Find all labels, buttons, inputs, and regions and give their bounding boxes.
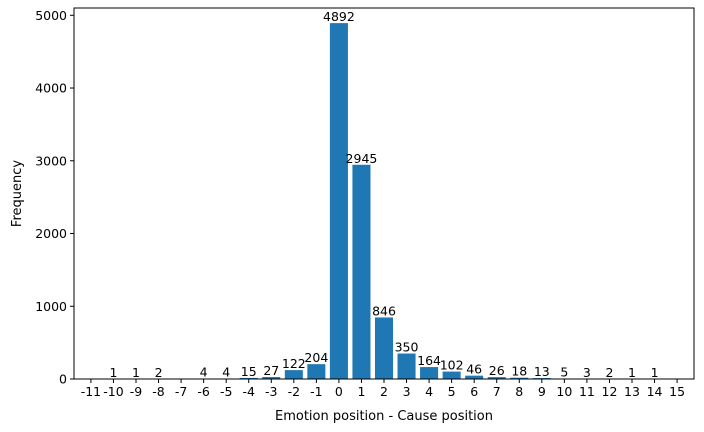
x-tick-label--1: -1 <box>310 384 322 399</box>
bar-8 <box>510 377 529 379</box>
bar-7 <box>487 377 506 379</box>
value-label-12: 2 <box>605 365 613 380</box>
bar-0 <box>329 23 348 379</box>
x-tick-label-5: 5 <box>448 384 456 399</box>
value-label--6: 4 <box>200 365 208 380</box>
value-label--8: 2 <box>155 365 163 380</box>
y-axis-ticks: 0 1000 2000 3000 4000 5000 <box>35 8 74 387</box>
x-tick-label-11: 11 <box>579 384 595 399</box>
value-label-13: 1 <box>628 365 636 380</box>
value-label-3: 350 <box>395 340 419 355</box>
y-tick-label-4000: 4000 <box>35 81 67 96</box>
bar--3 <box>262 377 281 379</box>
value-label--10: 1 <box>109 365 117 380</box>
bar-1 <box>352 164 371 379</box>
bar-2 <box>374 317 394 379</box>
value-label-9: 13 <box>534 364 550 379</box>
x-tick-label--9: -9 <box>130 384 143 399</box>
value-label-11: 3 <box>583 365 591 380</box>
value-label-6: 46 <box>466 362 482 377</box>
x-tick-label-13: 13 <box>624 384 640 399</box>
bar--1 <box>307 364 326 379</box>
y-tick-label-1000: 1000 <box>35 299 67 314</box>
x-tick-label--8: -8 <box>152 384 165 399</box>
bar-4 <box>420 367 439 379</box>
x-tick-label--6: -6 <box>197 384 210 399</box>
value-label-2: 846 <box>372 303 396 318</box>
value-label-8: 18 <box>511 364 527 379</box>
x-tick-label--11: -11 <box>81 384 101 399</box>
y-tick-label-0: 0 <box>59 372 67 387</box>
value-label--4: 15 <box>241 364 257 379</box>
value-label-14: 1 <box>651 365 659 380</box>
x-tick-label-9: 9 <box>538 384 546 399</box>
value-label--9: 1 <box>132 365 140 380</box>
value-label--2: 122 <box>282 356 306 371</box>
x-axis-label: Emotion position - Cause position <box>275 409 493 424</box>
y-tick-label-3000: 3000 <box>35 153 67 168</box>
bar-6 <box>465 375 484 379</box>
x-tick-label-7: 7 <box>493 384 501 399</box>
bar-3 <box>397 353 416 379</box>
x-tick-label-3: 3 <box>403 384 411 399</box>
value-label-4: 164 <box>417 353 441 368</box>
x-tick-label--4: -4 <box>242 384 255 399</box>
x-tick-label--2: -2 <box>288 384 300 399</box>
x-tick-label-14: 14 <box>647 384 663 399</box>
x-tick-label-1: 1 <box>357 384 365 399</box>
x-tick-label-6: 6 <box>470 384 478 399</box>
x-tick-label-10: 10 <box>556 384 572 399</box>
x-tick-label-8: 8 <box>515 384 523 399</box>
x-axis-ticks: -11 -10 -9 -8 -7 -6 -5 -4 -3 -2 -1 0 1 2 3 4 5 6 7 8 9 10 11 12… <box>81 379 685 399</box>
x-tick-label-0: 0 <box>335 384 343 399</box>
plot-area-frame <box>73 7 695 380</box>
x-tick-label-4: 4 <box>425 384 433 399</box>
value-label-0: 4892 <box>323 9 355 24</box>
value-label--5: 4 <box>222 365 230 380</box>
value-label-1: 2945 <box>346 151 378 166</box>
value-label-10: 5 <box>560 365 568 380</box>
value-label--1: 204 <box>304 350 328 365</box>
bar--4 <box>239 377 258 379</box>
y-axis-label: Frequency <box>10 160 25 227</box>
bar-5 <box>442 371 461 379</box>
x-tick-label-15: 15 <box>669 384 685 399</box>
x-tick-label--10: -10 <box>103 384 123 399</box>
y-tick-label-2000: 2000 <box>35 226 67 241</box>
value-label-7: 26 <box>489 363 505 378</box>
bar--2 <box>284 370 303 379</box>
x-tick-label-12: 12 <box>602 384 618 399</box>
x-tick-label-2: 2 <box>380 384 388 399</box>
x-tick-label--7: -7 <box>175 384 187 399</box>
x-tick-label--3: -3 <box>265 384 277 399</box>
y-tick-label-5000: 5000 <box>35 8 67 23</box>
bars-group <box>104 23 664 379</box>
value-label-5: 102 <box>440 358 464 373</box>
x-tick-label--5: -5 <box>220 384 232 399</box>
value-label--3: 27 <box>263 363 279 378</box>
